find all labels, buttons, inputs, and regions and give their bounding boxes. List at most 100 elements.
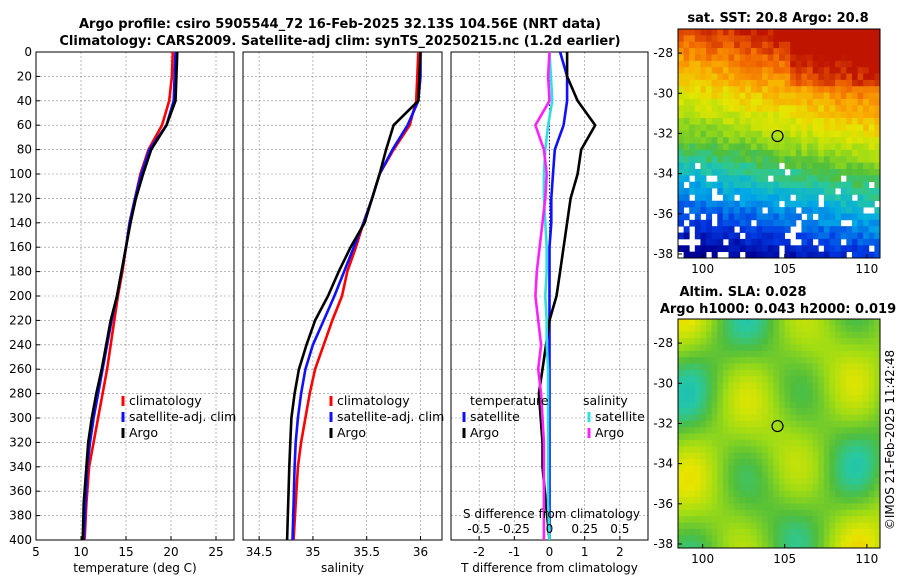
map-cell: [700, 181, 707, 189]
map-cell: [689, 331, 696, 339]
map-cell: [868, 408, 875, 415]
map-cell: [846, 452, 853, 460]
map-cell: [874, 427, 881, 434]
map-cell: [784, 439, 791, 447]
map-cell: [762, 194, 769, 202]
map-y-tick-label: -32: [653, 416, 673, 430]
map-cell: [812, 509, 819, 517]
map-cell: [711, 29, 718, 36]
map-cell: [807, 73, 814, 81]
map-cell: [756, 29, 763, 36]
map-cell: [868, 118, 875, 125]
map-cell: [700, 111, 707, 119]
map-cell: [773, 509, 780, 517]
map-cell: [756, 408, 763, 415]
map-cell: [711, 369, 718, 377]
map-cell: [750, 200, 757, 208]
map-cell: [840, 395, 847, 403]
map-cell: [868, 516, 875, 523]
map-cell: [851, 213, 858, 221]
map-cell: [868, 338, 875, 345]
map-cell: [790, 458, 797, 466]
map-y-tick-label: -30: [653, 86, 673, 100]
map-cell: [801, 350, 808, 358]
map-cell: [851, 528, 858, 536]
map-cell: [706, 484, 713, 492]
map-cell: [790, 143, 797, 151]
map-cell: [689, 137, 696, 144]
map-cell: [779, 41, 786, 49]
map-cell: [795, 363, 802, 371]
map-cell: [874, 541, 881, 549]
map-cell: [734, 124, 741, 132]
map-cell: [801, 137, 808, 144]
map-cell: [818, 232, 825, 240]
map-cell: [829, 452, 836, 460]
map-cell: [795, 188, 802, 195]
map-cell: [745, 207, 752, 214]
map-cell: [868, 130, 875, 138]
map-cell: [812, 156, 819, 163]
map-cell: [734, 350, 741, 358]
map-cell: [840, 535, 847, 543]
map-cell: [801, 175, 808, 183]
map-cell: [728, 478, 735, 485]
map-cell: [756, 226, 763, 233]
map-cell: [694, 395, 701, 403]
map-cell: [795, 143, 802, 151]
map-cell: [851, 363, 858, 371]
map-cell: [846, 471, 853, 479]
map-cell: [717, 490, 724, 498]
map-cell: [745, 219, 752, 227]
map-cell: [868, 319, 875, 326]
map-cell: [734, 111, 741, 119]
map-cell: [678, 331, 685, 339]
map-cell: [717, 124, 724, 132]
map-cell: [840, 194, 847, 202]
map-cell: [874, 188, 881, 195]
map-cell: [868, 156, 875, 163]
x-tick-label: 1: [581, 545, 589, 559]
map-cell: [734, 188, 741, 195]
map-cell: [795, 478, 802, 485]
map-cell: [812, 54, 819, 62]
map-cell: [728, 175, 735, 183]
map-cell: [851, 408, 858, 415]
map-cell: [722, 535, 729, 543]
map-cell: [756, 238, 763, 246]
map-cell: [762, 319, 769, 326]
map-cell: [868, 331, 875, 339]
map-cell: [807, 162, 814, 170]
map-cell: [801, 245, 808, 253]
map-cell: [857, 446, 864, 453]
map-cell: [779, 207, 786, 214]
map-cell: [818, 92, 825, 100]
map-cell: [694, 200, 701, 208]
map-cell: [756, 350, 763, 358]
map-cell: [846, 382, 853, 390]
map-cell: [874, 376, 881, 384]
map-cell: [762, 458, 769, 466]
map-cell: [807, 471, 814, 479]
map-cell: [706, 162, 713, 170]
map-cell: [801, 433, 808, 441]
map-cell: [795, 439, 802, 447]
map-cell: [784, 86, 791, 94]
map-cell: [683, 458, 690, 466]
map-cell: [779, 168, 786, 176]
map-cell: [762, 408, 769, 415]
map-cell: [874, 369, 881, 377]
map-cell: [779, 357, 786, 364]
map-cell: [700, 54, 707, 62]
map-cell: [734, 376, 741, 384]
map-cell: [874, 452, 881, 460]
map-cell: [863, 522, 870, 530]
map-cell: [722, 156, 729, 163]
map-cell: [840, 137, 847, 144]
map-cell: [706, 344, 713, 352]
map-cell: [846, 67, 853, 74]
map-cell: [762, 67, 769, 74]
map-cell: [779, 213, 786, 221]
map-cell: [767, 245, 774, 253]
map-cell: [750, 420, 757, 428]
